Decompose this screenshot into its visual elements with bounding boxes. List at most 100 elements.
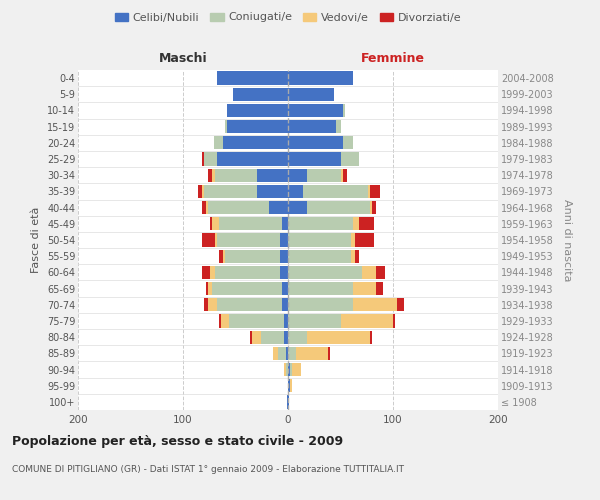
Bar [257,185,288,198]
Bar [208,201,269,214]
Bar [353,282,376,295]
Bar [217,152,288,166]
Bar [288,120,337,134]
Bar [288,298,353,312]
Bar [288,168,307,182]
Bar [361,266,376,279]
Bar [250,330,252,344]
Bar [217,72,288,85]
Bar [286,346,288,360]
Bar [359,217,374,230]
Bar [282,217,288,230]
Bar [341,314,393,328]
Bar [376,266,385,279]
Bar [370,201,372,214]
Bar [223,250,225,263]
Bar [351,234,355,246]
Bar [343,168,347,182]
Bar [280,250,288,263]
Bar [353,217,359,230]
Bar [307,168,341,182]
Bar [202,185,204,198]
Bar [202,234,215,246]
Bar [257,168,288,182]
Bar [288,282,353,295]
Bar [351,250,355,263]
Bar [341,152,359,166]
Bar [288,266,361,279]
Bar [288,152,341,166]
Bar [269,201,288,214]
Bar [215,266,280,279]
Bar [296,346,328,360]
Bar [343,104,345,117]
Bar [215,168,257,182]
Bar [221,314,229,328]
Bar [370,330,372,344]
Bar [202,152,204,166]
Bar [288,314,341,328]
Bar [288,104,343,117]
Bar [217,234,280,246]
Bar [328,346,330,360]
Bar [208,298,217,312]
Bar [280,266,288,279]
Bar [303,185,368,198]
Bar [282,282,288,295]
Bar [397,298,404,312]
Bar [204,152,217,166]
Bar [208,168,212,182]
Bar [204,298,208,312]
Bar [284,314,288,328]
Bar [284,330,288,344]
Bar [210,217,212,230]
Bar [229,314,284,328]
Text: COMUNE DI PITIGLIANO (GR) - Dati ISTAT 1° gennaio 2009 - Elaborazione TUTTITALIA: COMUNE DI PITIGLIANO (GR) - Dati ISTAT 1… [12,465,404,474]
Bar [343,136,353,149]
Bar [277,346,286,360]
Bar [218,250,223,263]
Bar [208,282,212,295]
Bar [212,168,215,182]
Bar [288,250,351,263]
Bar [198,185,202,198]
Bar [260,330,284,344]
Bar [280,234,288,246]
Bar [202,266,210,279]
Bar [290,363,292,376]
Bar [288,363,290,376]
Bar [288,379,290,392]
Bar [355,250,359,263]
Y-axis label: Fasce di età: Fasce di età [31,207,41,273]
Bar [223,136,288,149]
Bar [212,282,282,295]
Bar [282,298,288,312]
Bar [288,88,334,101]
Bar [307,201,370,214]
Bar [217,298,282,312]
Text: Popolazione per età, sesso e stato civile - 2009: Popolazione per età, sesso e stato civil… [12,435,343,448]
Bar [211,266,215,279]
Bar [288,330,307,344]
Bar [288,346,296,360]
Bar [337,120,341,134]
Bar [215,234,217,246]
Bar [286,363,288,376]
Bar [252,330,260,344]
Bar [202,201,206,214]
Bar [206,282,208,295]
Bar [355,234,374,246]
Bar [288,185,303,198]
Legend: Celibi/Nubili, Coniugati/e, Vedovi/e, Divorziati/e: Celibi/Nubili, Coniugati/e, Vedovi/e, Di… [110,8,466,27]
Text: Maschi: Maschi [158,52,208,65]
Bar [288,234,351,246]
Bar [368,185,370,198]
Bar [372,201,376,214]
Bar [288,201,307,214]
Bar [370,185,380,198]
Bar [227,104,288,117]
Bar [287,396,288,408]
Bar [274,346,277,360]
Bar [218,314,221,328]
Bar [233,88,288,101]
